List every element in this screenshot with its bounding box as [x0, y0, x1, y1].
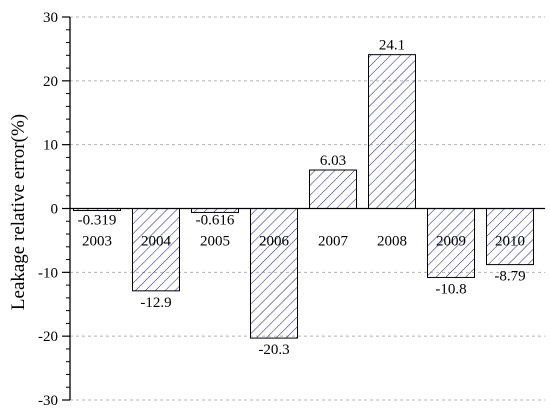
y-tick-label: 0: [51, 202, 59, 218]
labels: 2003 -0.319 2004 -12.9 2005 -0.616 2006 -20.3 20…: [78, 38, 526, 358]
data-label: 6.03: [320, 153, 346, 169]
data-label: -0.616: [196, 213, 235, 229]
bar-2007: [309, 169, 357, 209]
y-tick-label: -10: [38, 265, 58, 281]
y-tick-label: -30: [38, 393, 58, 409]
y-tick-label: 30: [43, 10, 58, 26]
bar-2008: [368, 54, 416, 209]
y-tick-label: 10: [43, 138, 58, 154]
bar-2006: [250, 208, 298, 339]
category-label: 2007: [318, 234, 349, 250]
bars: [73, 54, 534, 339]
data-label: -10.8: [435, 281, 466, 297]
data-label: -20.3: [258, 342, 289, 358]
bar-2009: [427, 208, 475, 278]
bar-2004: [132, 208, 180, 292]
bar-2010: [486, 208, 534, 266]
data-label: -12.9: [140, 295, 171, 311]
y-tick-label: -20: [38, 329, 58, 345]
data-label: 24.1: [379, 38, 405, 54]
category-label: 2006: [259, 234, 290, 250]
y-tick-label: 20: [43, 74, 58, 90]
category-label: 2005: [200, 234, 230, 250]
category-label: 2009: [436, 234, 466, 250]
category-label: 2008: [377, 234, 407, 250]
category-label: 2003: [82, 234, 112, 250]
category-label: 2010: [495, 234, 525, 250]
y-axis-label: Leakage relative error(%): [8, 114, 29, 310]
data-label: -8.79: [494, 269, 525, 285]
category-label: 2004: [141, 234, 172, 250]
data-label: -0.319: [78, 213, 117, 229]
